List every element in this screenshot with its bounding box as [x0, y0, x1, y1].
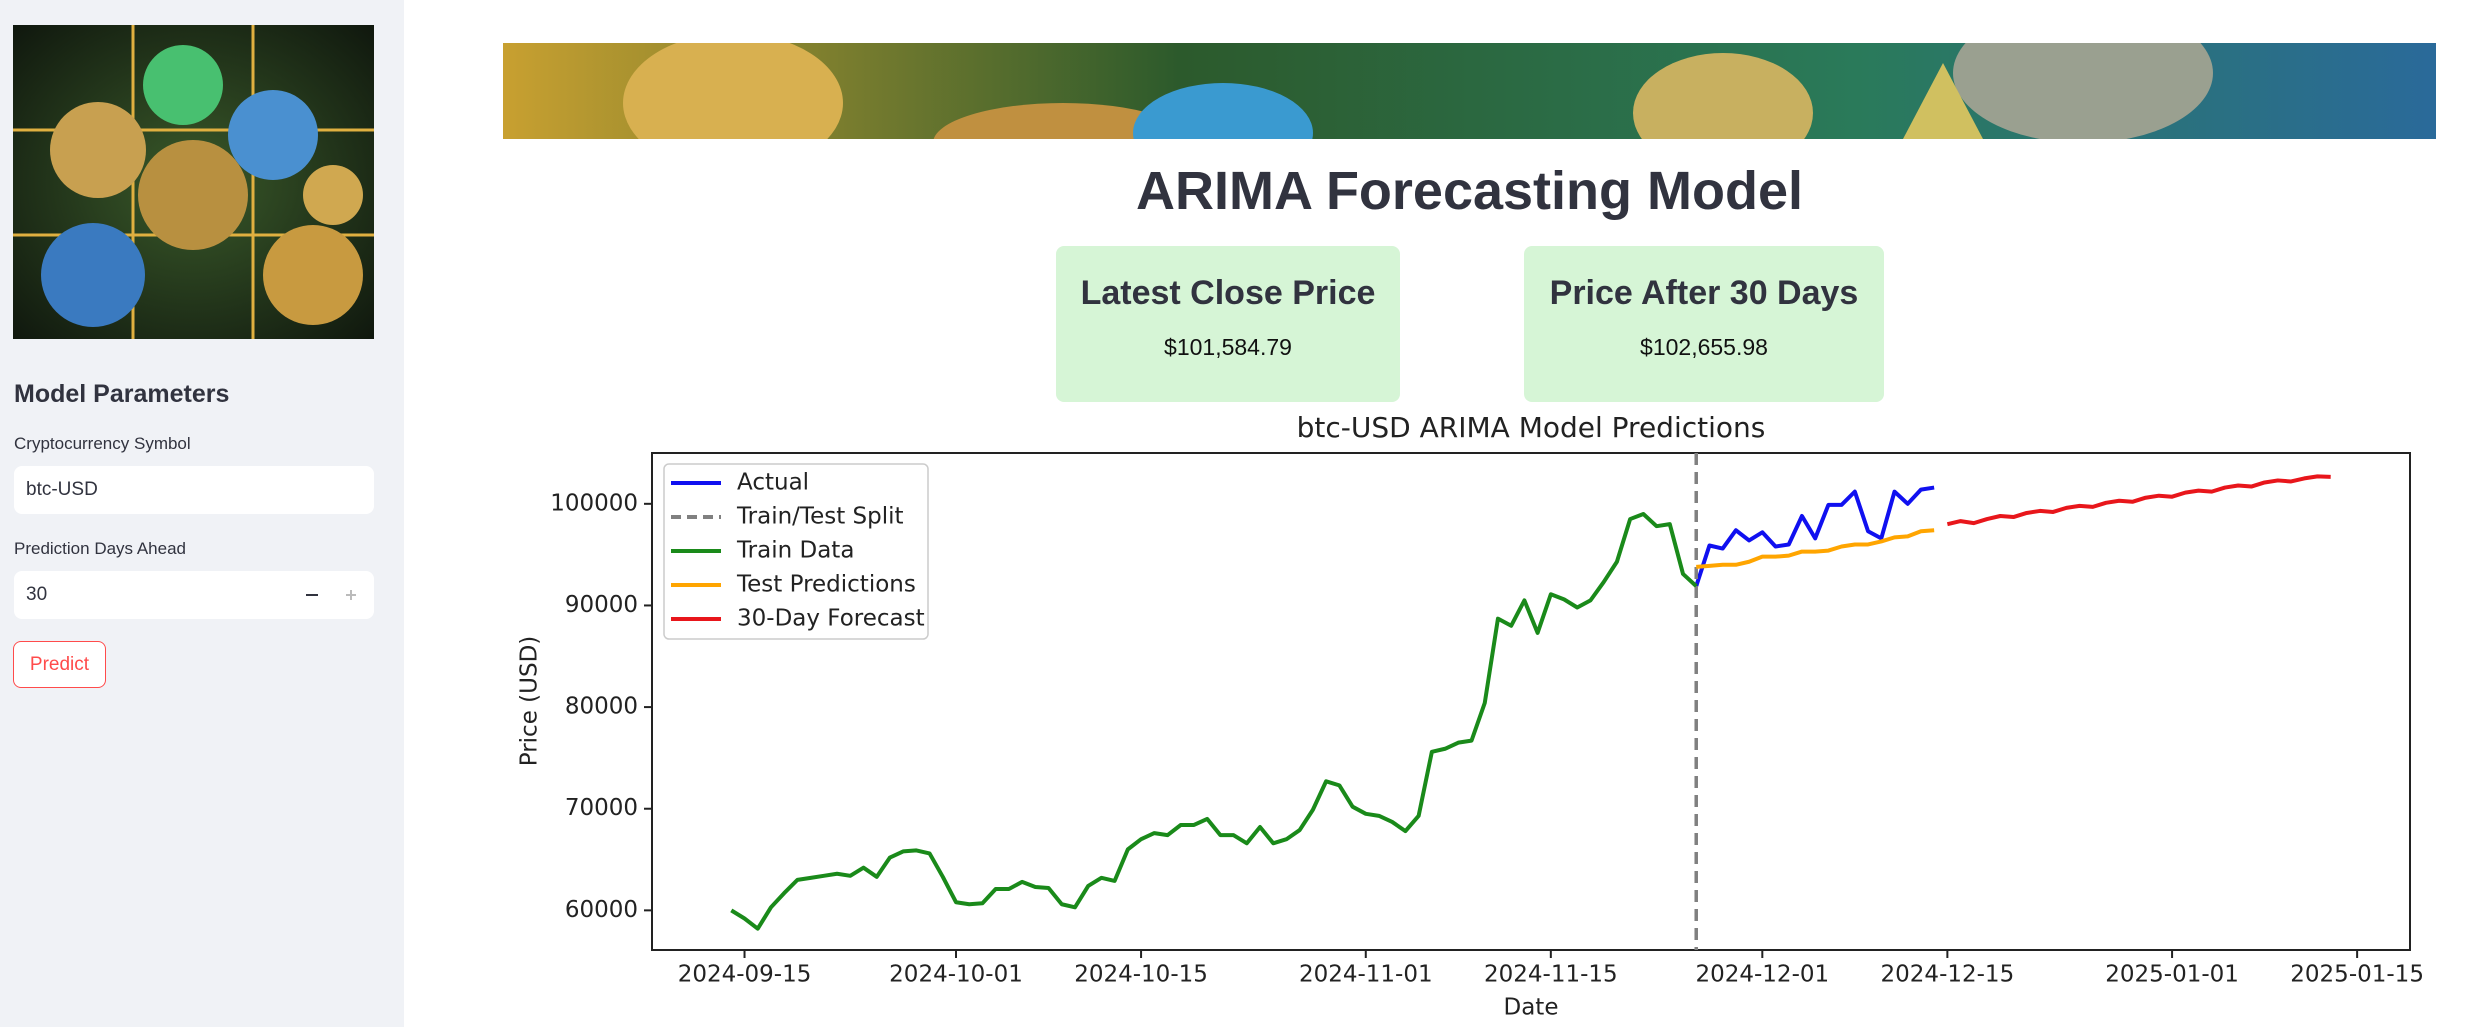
stepper: [306, 590, 356, 600]
x-tick-label: 2024-09-15: [678, 962, 812, 988]
legend-label: 30-Day Forecast: [737, 606, 925, 632]
chart: btc-USD ARIMA Model Predictions Date Pri…: [517, 411, 2424, 1021]
metric-value: $101,584.79: [1164, 334, 1292, 360]
legend-label: Actual: [737, 470, 809, 496]
legend: Actual Train/Test Split Train Data Test Pre…: [663, 463, 929, 640]
predict-button[interactable]: Predict: [13, 641, 106, 688]
y-tick-label: 80000: [565, 694, 638, 720]
x-tick-label: 2025-01-01: [2105, 962, 2239, 988]
symbol-label: Cryptocurrency Symbol: [14, 434, 191, 453]
chart-title: btc-USD ARIMA Model Predictions: [1297, 411, 1766, 444]
x-tick-label: 2024-10-15: [1074, 962, 1208, 988]
metric-label: Price After 30 Days: [1549, 274, 1859, 312]
x-tick-label: 2024-12-01: [1695, 962, 1829, 988]
x-tick-label: 2024-12-15: [1881, 962, 2015, 988]
sidebar-image: [13, 25, 374, 339]
y-tick-label: 60000: [565, 897, 638, 923]
banner-image: [503, 43, 2436, 139]
metric-card: Price After 30 Days $102,655.98: [1524, 246, 1884, 402]
plot-frame: [651, 452, 2411, 951]
y-tick-label: 100000: [550, 490, 638, 516]
metric-value: $102,655.98: [1640, 334, 1768, 360]
series-line: [1696, 528, 1935, 569]
series-line: [1946, 474, 2331, 527]
legend-label: Test Predictions: [736, 572, 916, 598]
x-tick-label: 2024-11-15: [1484, 962, 1618, 988]
sidebar-heading: Model Parameters: [14, 380, 230, 408]
legend-box: [663, 463, 929, 640]
increment-button[interactable]: [346, 590, 356, 600]
series-line: [1694, 485, 1935, 587]
y-tick-label: 90000: [565, 592, 638, 618]
series-line: [730, 511, 1698, 931]
legend-label: Train Data: [736, 538, 854, 564]
sidebar: Model Parameters Cryptocurrency Symbol b…: [0, 0, 404, 1027]
legend-label: Train/Test Split: [736, 504, 904, 530]
x-axis-label: Date: [1504, 995, 1559, 1021]
metric-label: Latest Close Price: [1080, 274, 1376, 312]
page-title: ARIMA Forecasting Model: [1135, 161, 1804, 221]
symbol-input[interactable]: btc-USD: [14, 466, 374, 514]
y-axis-label: Price (USD): [517, 636, 543, 767]
x-tick-label: 2024-10-01: [889, 962, 1023, 988]
metric-card: Latest Close Price $101,584.79: [1056, 246, 1400, 402]
x-tick-label: 2025-01-15: [2290, 962, 2424, 988]
x-tick-label: 2024-11-01: [1299, 962, 1433, 988]
days-label: Prediction Days Ahead: [14, 539, 186, 558]
y-tick-label: 70000: [565, 795, 638, 821]
